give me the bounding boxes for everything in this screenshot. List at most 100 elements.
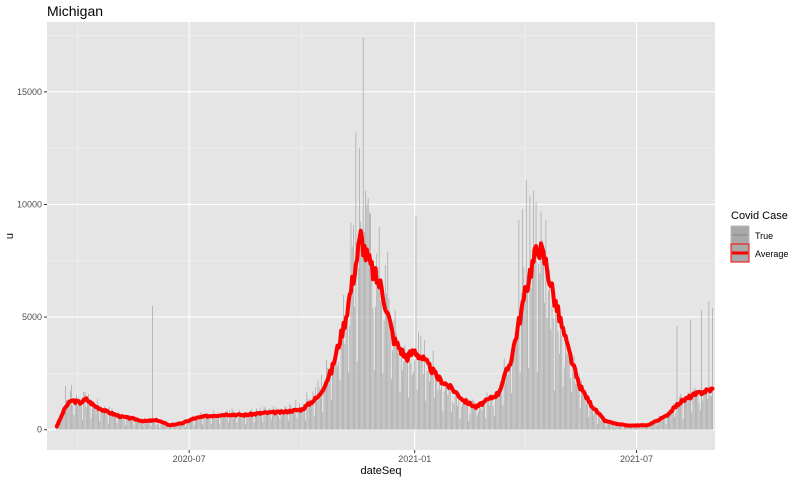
bar	[628, 427, 630, 430]
bar	[403, 361, 405, 430]
bar	[273, 405, 275, 430]
bar	[393, 320, 395, 430]
bar	[560, 328, 561, 430]
bar	[512, 356, 514, 430]
x-axis-ticks: 2020-07 2021-01 2021-07	[173, 450, 653, 464]
bar	[595, 413, 597, 430]
bar	[634, 426, 636, 430]
bar	[683, 402, 685, 430]
bar	[682, 418, 684, 430]
bar	[223, 413, 224, 430]
bar	[330, 399, 332, 430]
bar	[654, 421, 656, 430]
bar	[123, 419, 125, 430]
bar	[451, 412, 452, 430]
bar	[247, 413, 249, 430]
bar	[562, 386, 564, 430]
bar	[272, 410, 273, 430]
bar	[251, 408, 253, 430]
bar	[620, 424, 622, 430]
bar	[659, 416, 661, 430]
bar	[476, 415, 478, 430]
bar	[381, 296, 382, 430]
bar	[650, 425, 652, 430]
bar	[343, 295, 344, 430]
bar	[481, 409, 483, 430]
bar	[138, 419, 140, 430]
bar	[384, 265, 386, 430]
bar	[115, 412, 117, 430]
bar	[312, 391, 314, 430]
bar	[285, 406, 287, 430]
bar	[256, 408, 257, 430]
bar	[359, 148, 360, 430]
bar	[323, 383, 325, 430]
bar	[638, 425, 640, 430]
bar	[388, 298, 390, 430]
bar	[372, 307, 374, 430]
bar	[259, 407, 261, 430]
bar	[709, 395, 711, 430]
bar	[584, 390, 586, 430]
bar	[361, 245, 363, 430]
bar	[152, 305, 153, 430]
bar	[701, 310, 702, 430]
bar	[549, 269, 550, 430]
bar	[664, 415, 666, 430]
bar	[681, 396, 683, 430]
bar	[87, 402, 88, 430]
x-tick-label: 2021-07	[620, 454, 653, 464]
bar	[418, 332, 419, 430]
average-line	[54, 228, 715, 429]
bar	[547, 290, 549, 430]
bar	[531, 249, 533, 430]
bar	[452, 401, 454, 430]
bar	[677, 406, 679, 430]
bar	[126, 417, 128, 430]
bar	[315, 387, 316, 430]
bar	[599, 417, 601, 430]
bar	[95, 410, 97, 430]
bar	[422, 374, 424, 430]
bar	[609, 421, 610, 430]
bar	[592, 406, 593, 430]
bar	[290, 405, 292, 430]
bar	[291, 413, 293, 430]
chart-title: Michigan	[47, 3, 103, 19]
x-tick-label: 2020-07	[173, 454, 206, 464]
bar	[464, 399, 466, 430]
bar	[544, 302, 546, 430]
bar	[300, 410, 302, 430]
bar	[286, 409, 288, 430]
bar	[519, 372, 521, 430]
bar	[317, 380, 319, 430]
bar	[106, 412, 108, 430]
bar	[215, 416, 217, 430]
bar	[339, 380, 341, 430]
bar	[493, 415, 495, 430]
bar	[214, 417, 216, 430]
bar	[150, 425, 152, 430]
bar	[192, 415, 194, 430]
bar	[122, 416, 124, 430]
bar	[198, 415, 200, 430]
bar	[509, 363, 511, 430]
bar	[268, 409, 270, 430]
bar	[365, 190, 367, 430]
bar	[321, 374, 322, 430]
bar	[409, 354, 411, 430]
bar	[703, 392, 705, 430]
bar	[397, 350, 398, 430]
bar	[567, 345, 569, 430]
bar	[112, 413, 114, 430]
bar	[555, 313, 557, 430]
bar	[154, 422, 156, 430]
bar	[335, 354, 337, 430]
bar	[147, 419, 148, 430]
bar	[82, 419, 83, 430]
bar	[96, 399, 98, 430]
bar	[204, 418, 206, 430]
bar	[73, 415, 75, 430]
bar	[501, 377, 503, 430]
bar	[569, 378, 571, 430]
